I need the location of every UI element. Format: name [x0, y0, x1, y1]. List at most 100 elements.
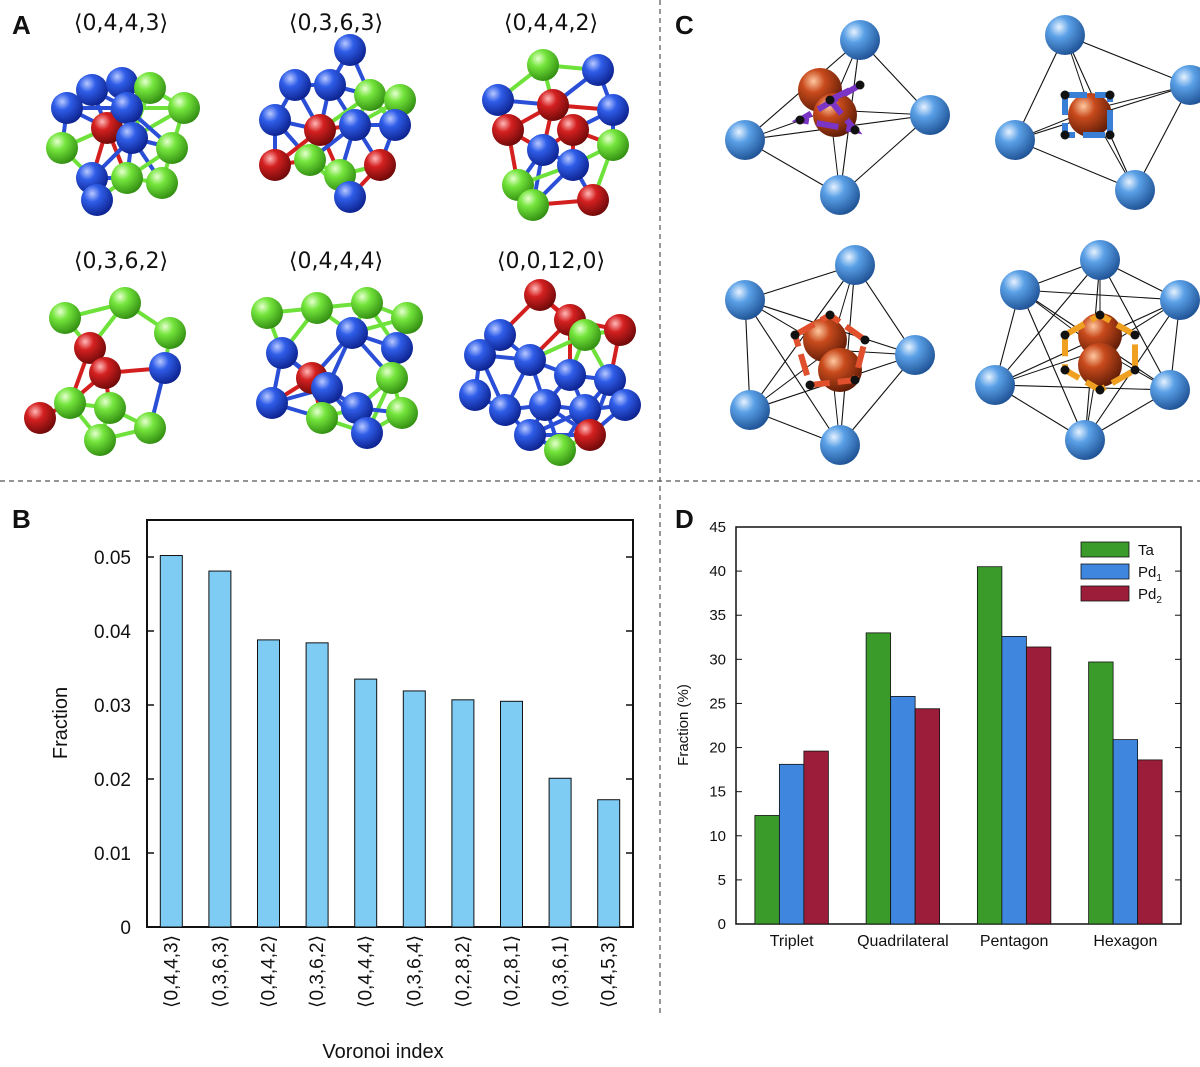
ring-vertex-dot: [825, 95, 835, 105]
legend-label-pd1: Pd1: [1138, 564, 1162, 584]
chart-b-bars: [159, 555, 621, 928]
ring-vertex-dot: [805, 380, 815, 390]
chart-d-x-tick-label: Triplet: [770, 933, 814, 950]
panel-c-polyhedra: [725, 15, 1200, 465]
outer-atom: [820, 175, 860, 215]
atom-sphere: [109, 287, 141, 319]
atom-sphere: [116, 122, 148, 154]
chart-d-bar-ta: [754, 815, 780, 925]
atom-sphere: [376, 362, 408, 394]
ring-vertex-dot: [1095, 385, 1105, 395]
coordination-polyhedron: [725, 245, 935, 465]
panel-letter-d: D: [675, 504, 694, 534]
atom-sphere: [577, 184, 609, 216]
atom-sphere: [557, 114, 589, 146]
coordination-polyhedron: [995, 15, 1200, 210]
chart-d-y-tick-label: 0: [718, 916, 726, 933]
atomic-cluster: [259, 34, 416, 213]
ring-vertex-dot: [795, 115, 805, 125]
cluster-label: ⟨0,4,4,2⟩: [504, 11, 598, 36]
atom-sphere: [554, 359, 586, 391]
outer-atom: [1065, 420, 1105, 460]
atom-sphere: [527, 49, 559, 81]
outer-atom: [1170, 65, 1200, 105]
atom-sphere: [266, 337, 298, 369]
atom-sphere: [304, 114, 336, 146]
panel-letter-a: A: [12, 10, 31, 40]
chart-d-legend: Ta Pd1 Pd2: [1080, 541, 1162, 606]
atom-sphere: [517, 189, 549, 221]
chart-b-x-tick-label: ⟨0,3,6,3⟩: [210, 935, 231, 1008]
chart-d-bar-ta: [976, 566, 1003, 925]
chart-b-y-tick-label: 0: [120, 918, 131, 939]
atom-sphere: [582, 54, 614, 86]
chart-b-x-tick-label: ⟨0,4,4,3⟩: [161, 935, 182, 1008]
atom-sphere: [84, 424, 116, 456]
ring-vertex-dot: [850, 375, 860, 385]
atom-sphere: [51, 92, 83, 124]
polyhedron-edge: [744, 299, 841, 446]
chart-d-y-ticks: 0 5 10 15 20 25 30 35 40 45: [709, 519, 1181, 933]
atom-sphere: [156, 132, 188, 164]
polyhedron-edge: [994, 259, 1101, 386]
atom-sphere: [168, 92, 200, 124]
chart-b-y-tick-label: 0.05: [94, 548, 131, 569]
atom-sphere: [149, 352, 181, 384]
chart-b-bar: [305, 642, 329, 928]
chart-d-y-tick-label: 40: [709, 563, 726, 580]
atomic-cluster: [459, 279, 641, 466]
atom-sphere: [464, 339, 496, 371]
outer-atom: [1150, 370, 1190, 410]
chart-b-y-axis-title: Fraction: [50, 687, 72, 759]
legend-label-ta: Ta: [1138, 542, 1155, 559]
atom-sphere: [537, 89, 569, 121]
atom-sphere: [76, 74, 108, 106]
atom-sphere: [81, 184, 113, 216]
cluster-label: ⟨0,0,12,0⟩: [497, 249, 605, 274]
outer-atom: [840, 20, 880, 60]
chart-d-y-tick-label: 45: [709, 519, 726, 536]
atom-sphere: [279, 69, 311, 101]
ring-vertex-dot: [1060, 130, 1070, 140]
outer-atom: [1080, 240, 1120, 280]
cluster-label: ⟨0,3,6,3⟩: [289, 11, 383, 36]
atom-sphere: [569, 319, 601, 351]
chart-d-x-tick-label: Quadrilateral: [857, 933, 949, 950]
chart-b-x-tick-label: ⟨0,4,5,3⟩: [599, 935, 620, 1008]
atom-sphere: [482, 84, 514, 116]
atomic-cluster: [482, 49, 629, 221]
atom-sphere: [301, 292, 333, 324]
atom-sphere: [89, 357, 121, 389]
legend-label-pd1-sub: 1: [1156, 573, 1162, 584]
polyhedron-edge: [1019, 289, 1086, 441]
atom-sphere: [111, 162, 143, 194]
atom-sphere: [306, 402, 338, 434]
coordination-polyhedron: [725, 20, 950, 215]
atom-sphere: [597, 129, 629, 161]
atom-sphere: [256, 387, 288, 419]
chart-b-bar: [548, 777, 572, 928]
legend-label-pd1-main: Pd: [1138, 564, 1156, 581]
polyhedron-edge: [749, 264, 856, 411]
atom-sphere: [364, 149, 396, 181]
coordination-polyhedron: [975, 240, 1200, 460]
atom-sphere: [574, 419, 606, 451]
outer-atom: [835, 245, 875, 285]
atom-sphere: [336, 317, 368, 349]
atom-sphere: [334, 34, 366, 66]
outer-atom: [975, 365, 1015, 405]
chart-d-bar-pd2: [1137, 759, 1163, 925]
atom-sphere: [351, 287, 383, 319]
atom-sphere: [334, 181, 366, 213]
ring-vertex-dot: [1130, 330, 1140, 340]
ring-vertex-dot: [1105, 90, 1115, 100]
chart-b-bar: [257, 639, 280, 928]
ring-vertex-dot: [1060, 365, 1070, 375]
polyhedron-edge: [1064, 34, 1191, 86]
atom-sphere: [459, 379, 491, 411]
atom-sphere: [49, 302, 81, 334]
chart-d-bar-ta: [865, 632, 892, 925]
atom-sphere: [294, 144, 326, 176]
atom-sphere: [379, 109, 411, 141]
ring-vertex-dot: [825, 310, 835, 320]
